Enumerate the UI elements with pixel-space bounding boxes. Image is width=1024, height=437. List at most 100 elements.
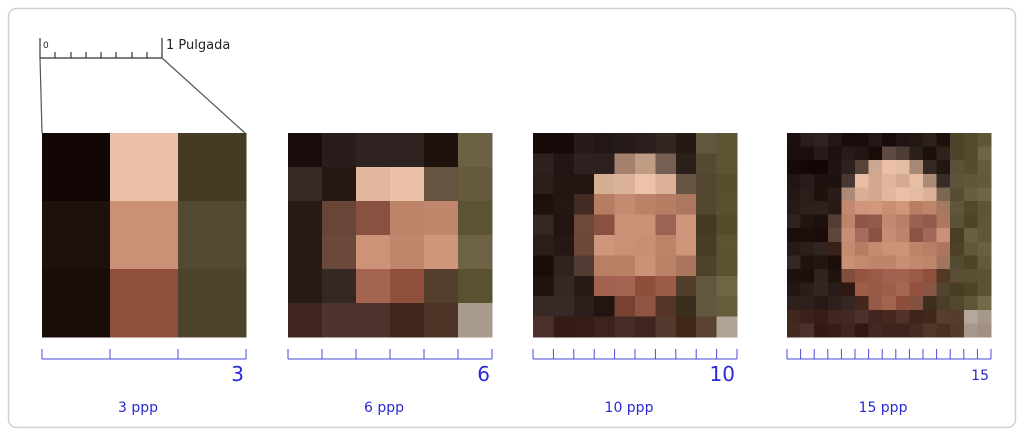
pixel	[964, 296, 978, 310]
pixel	[841, 283, 855, 297]
pixel	[855, 187, 869, 201]
pixel	[923, 174, 937, 188]
pixel	[635, 235, 656, 256]
pixel	[841, 310, 855, 324]
pixel	[574, 194, 595, 215]
pixel	[574, 296, 595, 317]
pixel	[594, 317, 615, 338]
pixel	[356, 303, 391, 338]
pixel	[676, 133, 697, 154]
pixel	[801, 174, 815, 188]
pixel	[787, 228, 801, 242]
pixel	[977, 242, 991, 256]
pixel	[896, 147, 910, 161]
pixel	[594, 174, 615, 195]
pixel	[950, 215, 964, 229]
pixel	[676, 153, 697, 174]
pixel	[841, 187, 855, 201]
pixel	[964, 323, 978, 337]
pixel	[110, 133, 179, 202]
pixel	[869, 160, 883, 174]
pixel	[950, 174, 964, 188]
pixel	[841, 133, 855, 147]
pixel	[882, 296, 896, 310]
pixel	[869, 201, 883, 215]
pixel	[615, 296, 636, 317]
pixel	[869, 310, 883, 324]
pixel	[717, 174, 738, 195]
pixel	[635, 317, 656, 338]
pixel	[814, 310, 828, 324]
pixel	[696, 153, 717, 174]
pixel	[964, 228, 978, 242]
pixel	[882, 187, 896, 201]
pixel	[937, 187, 951, 201]
pixel	[977, 147, 991, 161]
pixel	[814, 201, 828, 215]
pixel	[923, 201, 937, 215]
pixel	[923, 228, 937, 242]
pixel	[322, 235, 357, 270]
pixel	[814, 228, 828, 242]
pixel	[696, 133, 717, 154]
pixel	[937, 160, 951, 174]
pixel	[574, 153, 595, 174]
pixel	[977, 228, 991, 242]
pixel	[950, 147, 964, 161]
pixel	[937, 215, 951, 229]
pixel	[787, 201, 801, 215]
pixel	[635, 296, 656, 317]
pixel	[937, 201, 951, 215]
ppp-caption: 3 ppp	[118, 400, 158, 416]
pixel	[594, 276, 615, 297]
pixel	[923, 187, 937, 201]
pixel	[977, 310, 991, 324]
pixel	[533, 317, 554, 338]
pixel	[814, 187, 828, 201]
pixel	[574, 255, 595, 276]
pixel	[882, 269, 896, 283]
pixel	[814, 133, 828, 147]
pixel	[615, 276, 636, 297]
pixel	[288, 133, 323, 168]
pixel	[869, 215, 883, 229]
pixel	[923, 323, 937, 337]
pixel	[676, 235, 697, 256]
pixel	[696, 317, 717, 338]
ppp-number: 3	[231, 362, 244, 386]
pixel	[787, 133, 801, 147]
pixel	[574, 276, 595, 297]
pixel	[828, 296, 842, 310]
pixel	[110, 201, 179, 270]
pixel	[696, 174, 717, 195]
pixel	[909, 283, 923, 297]
pixel	[717, 194, 738, 215]
pixel	[923, 269, 937, 283]
pixel	[896, 174, 910, 188]
pixel	[553, 194, 574, 215]
pixel	[696, 276, 717, 297]
pixel	[635, 255, 656, 276]
pixel	[288, 167, 323, 202]
pixel	[635, 276, 656, 297]
pixel	[896, 255, 910, 269]
pixel	[594, 215, 615, 236]
pixel	[717, 133, 738, 154]
pixel	[977, 323, 991, 337]
ppp-number: 6	[477, 362, 490, 386]
pixel	[896, 323, 910, 337]
pixel	[950, 201, 964, 215]
pixel-grid	[42, 133, 247, 338]
ppp-number: 10	[710, 362, 735, 386]
pixel	[828, 323, 842, 337]
pixel	[841, 323, 855, 337]
pixel	[390, 235, 425, 270]
pixel	[841, 160, 855, 174]
pixel	[801, 228, 815, 242]
pixel	[841, 147, 855, 161]
pixel	[977, 160, 991, 174]
pixel	[424, 133, 459, 168]
pixel	[841, 215, 855, 229]
pixel	[923, 215, 937, 229]
pixel	[882, 323, 896, 337]
